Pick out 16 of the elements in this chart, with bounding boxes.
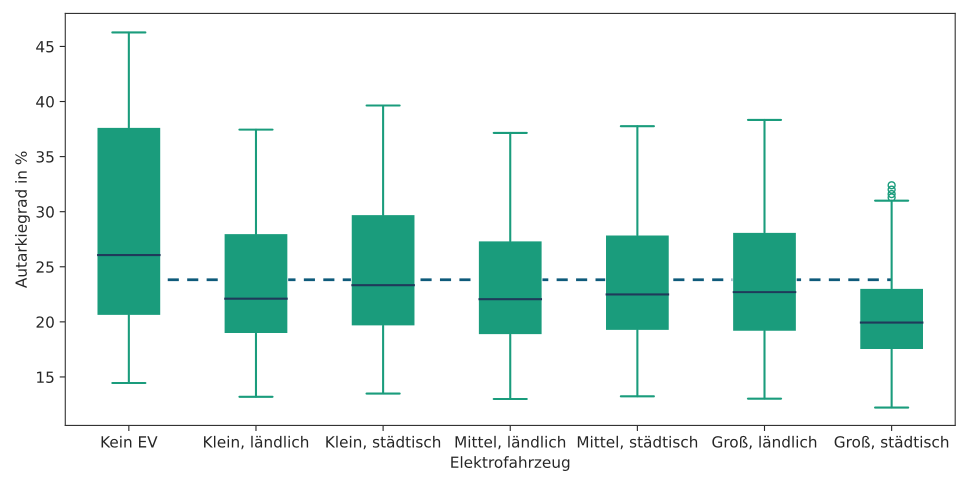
x-tick-label: Mittel, ländlich	[456, 436, 566, 450]
x-tick-label: Klein, städtisch	[326, 436, 440, 450]
y-axis-title: Autarkiegrad in %	[15, 152, 30, 288]
x-tick-label: Klein, ländlich	[204, 436, 308, 450]
x-tick-label: Kein EV	[102, 436, 158, 448]
x-tick-label: Groß, städtisch	[834, 436, 948, 450]
x-axis-title: Elektrofahrzeug	[451, 456, 570, 471]
x-tick-label: Groß, ländlich	[712, 436, 816, 450]
x-tick-label: Mittel, städtisch	[578, 436, 698, 450]
y-tick-label: 30	[36, 206, 54, 218]
y-tick-label: 20	[36, 316, 54, 328]
y-tick-label: 25	[36, 261, 54, 273]
y-tick-label: 45	[36, 41, 54, 52]
y-tick-label: 35	[36, 151, 54, 163]
y-tick-label: 15	[37, 372, 54, 383]
y-tick-label: 40	[36, 96, 54, 108]
